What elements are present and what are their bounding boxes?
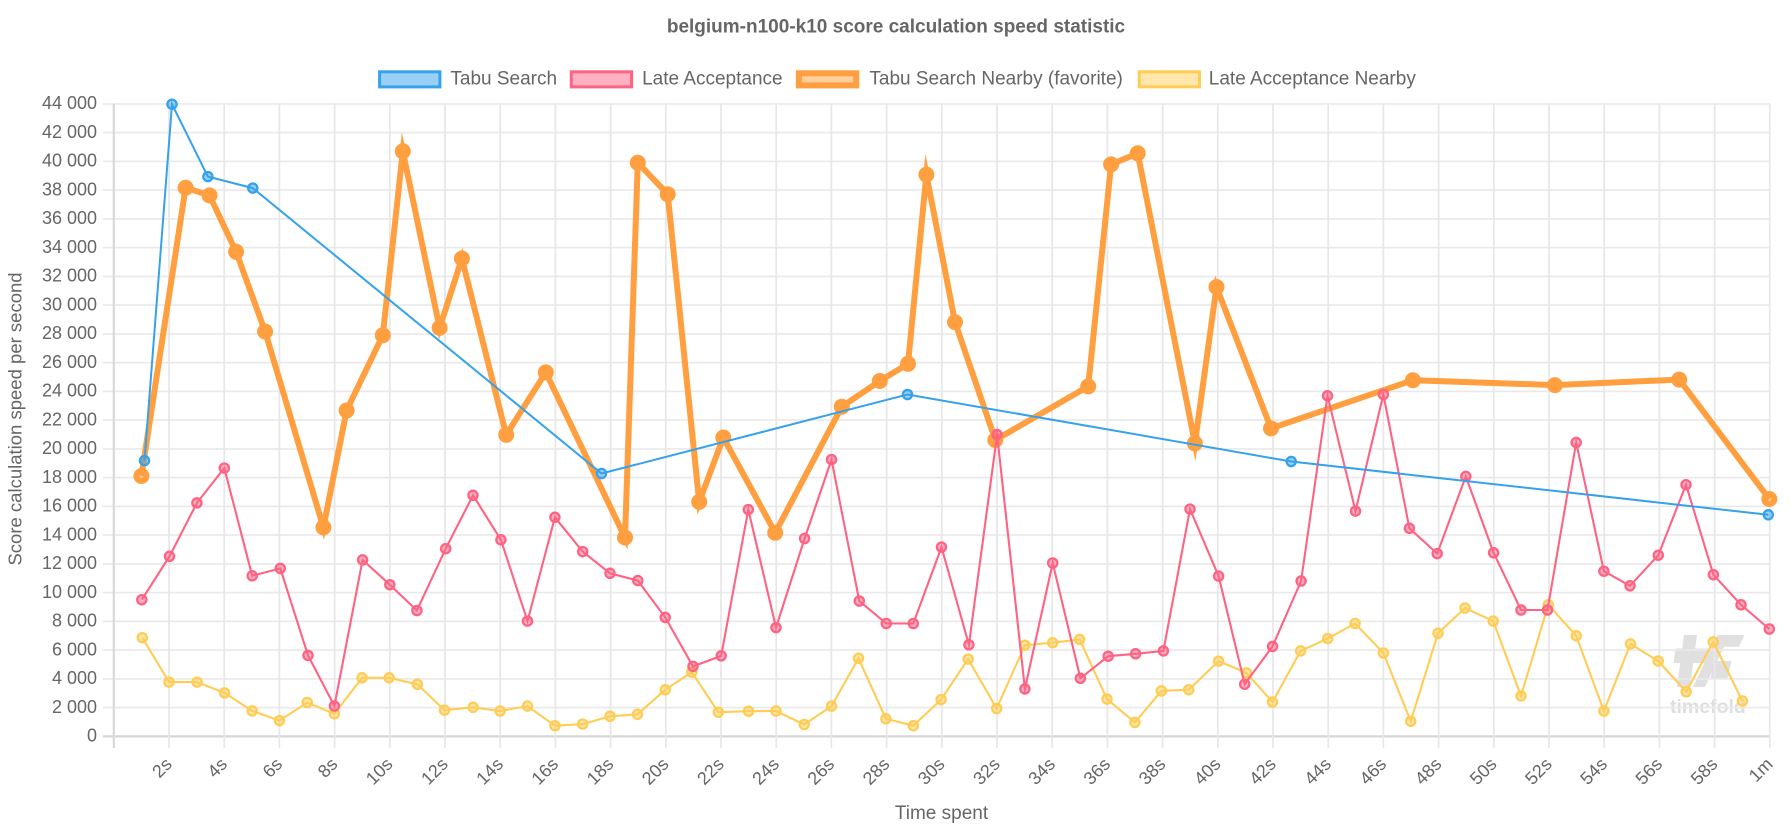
svg-text:Score calculation speed per se: Score calculation speed per second xyxy=(4,272,25,565)
svg-text:16 000: 16 000 xyxy=(42,496,97,516)
svg-text:34 000: 34 000 xyxy=(42,237,97,257)
svg-text:44 000: 44 000 xyxy=(42,93,97,113)
svg-text:belgium-n100-k10 score calcula: belgium-n100-k10 score calculation speed… xyxy=(667,16,1126,37)
svg-text:26 000: 26 000 xyxy=(42,352,97,372)
svg-text:Late Acceptance: Late Acceptance xyxy=(642,69,783,90)
svg-text:8 000: 8 000 xyxy=(52,611,97,631)
svg-text:28 000: 28 000 xyxy=(42,323,97,343)
svg-text:Tabu Search: Tabu Search xyxy=(450,69,557,90)
svg-text:10 000: 10 000 xyxy=(42,582,97,602)
svg-text:2 000: 2 000 xyxy=(52,697,97,717)
svg-text:38 000: 38 000 xyxy=(42,179,97,199)
svg-text:6 000: 6 000 xyxy=(52,639,97,659)
svg-text:14 000: 14 000 xyxy=(42,524,97,544)
svg-text:40 000: 40 000 xyxy=(42,151,97,171)
svg-text:20 000: 20 000 xyxy=(42,438,97,458)
svg-text:0: 0 xyxy=(87,726,97,746)
svg-text:12 000: 12 000 xyxy=(42,553,97,573)
svg-text:30 000: 30 000 xyxy=(42,294,97,314)
svg-text:22 000: 22 000 xyxy=(42,409,97,429)
svg-text:Time spent: Time spent xyxy=(895,803,989,824)
svg-text:24 000: 24 000 xyxy=(42,381,97,401)
svg-text:42 000: 42 000 xyxy=(42,122,97,142)
svg-text:18 000: 18 000 xyxy=(42,467,97,487)
svg-text:36 000: 36 000 xyxy=(42,208,97,228)
svg-text:4 000: 4 000 xyxy=(52,668,97,688)
svg-text:32 000: 32 000 xyxy=(42,266,97,286)
svg-text:Late Acceptance Nearby: Late Acceptance Nearby xyxy=(1209,69,1417,90)
svg-text:Tabu Search Nearby (favorite): Tabu Search Nearby (favorite) xyxy=(869,69,1122,90)
